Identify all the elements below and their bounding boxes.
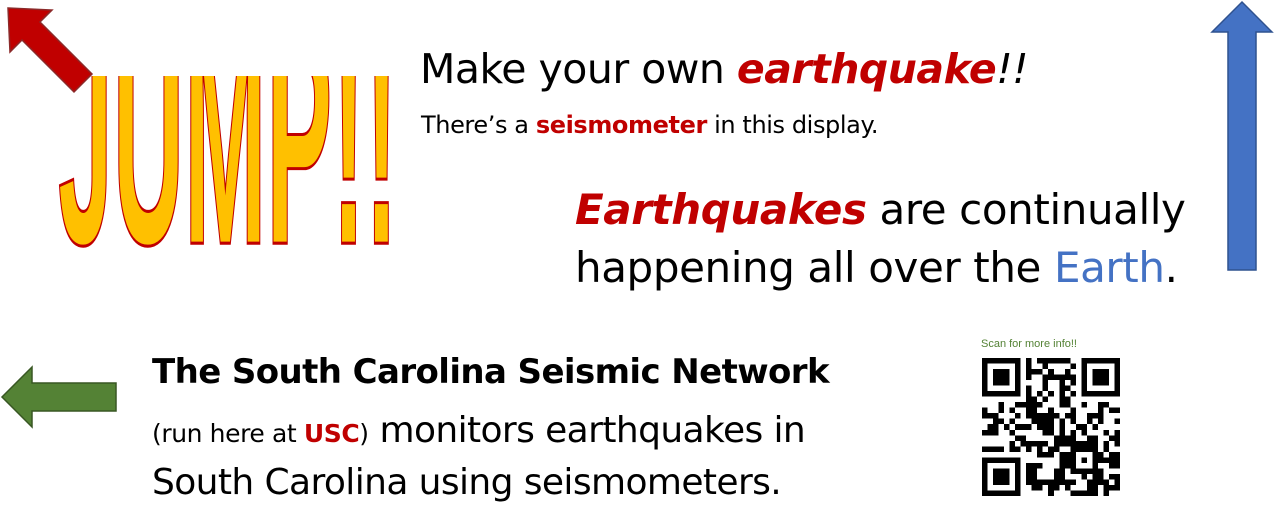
subline-emphasis: seismometer — [535, 111, 707, 139]
network-line-3: South Carolina using seismometers. — [152, 462, 782, 503]
headline-suffix: !! — [996, 45, 1029, 93]
quake-emphasis: Earthquakes — [575, 185, 867, 234]
headline: Make your own earthquake!! — [420, 40, 1029, 98]
quake-line-1: Earthquakes are continually — [575, 181, 1186, 239]
network-paren-close: ) — [359, 419, 369, 448]
jump-word-art: JUMP!! — [57, 76, 398, 310]
subline: There’s a seismometer in this display. — [421, 107, 878, 143]
quake-line-2-prefix: happening all over the — [575, 243, 1054, 292]
network-title: The South Carolina Seismic Network — [152, 352, 830, 392]
network-line-2-rest: monitors earthquakes in — [368, 410, 806, 451]
quake-line-1-rest: are continually — [866, 185, 1186, 234]
arrow-up-icon — [1210, 0, 1274, 271]
qr-code-icon[interactable] — [982, 357, 1120, 497]
network-usc: USC — [303, 419, 360, 448]
network-line-2: (run here at USC) monitors earthquakes i… — [152, 406, 806, 459]
subline-prefix: There’s a — [421, 111, 536, 139]
headline-prefix: Make your own — [420, 45, 737, 93]
headline-emphasis: earthquake — [736, 45, 997, 93]
network-paren-open: (run here at — [152, 419, 304, 448]
arrow-left-icon — [0, 365, 117, 429]
qr-caption: Scan for more info!! — [981, 338, 1077, 350]
quake-line-2: happening all over the Earth. — [575, 239, 1186, 297]
quake-statement: Earthquakes are continually happening al… — [575, 181, 1186, 297]
arrow-up-left-icon — [7, 7, 94, 94]
jump-text: JUMP!! — [58, 76, 398, 309]
subline-suffix: in this display. — [706, 111, 879, 139]
quake-earth: Earth — [1053, 243, 1165, 292]
quake-period: . — [1164, 243, 1178, 292]
